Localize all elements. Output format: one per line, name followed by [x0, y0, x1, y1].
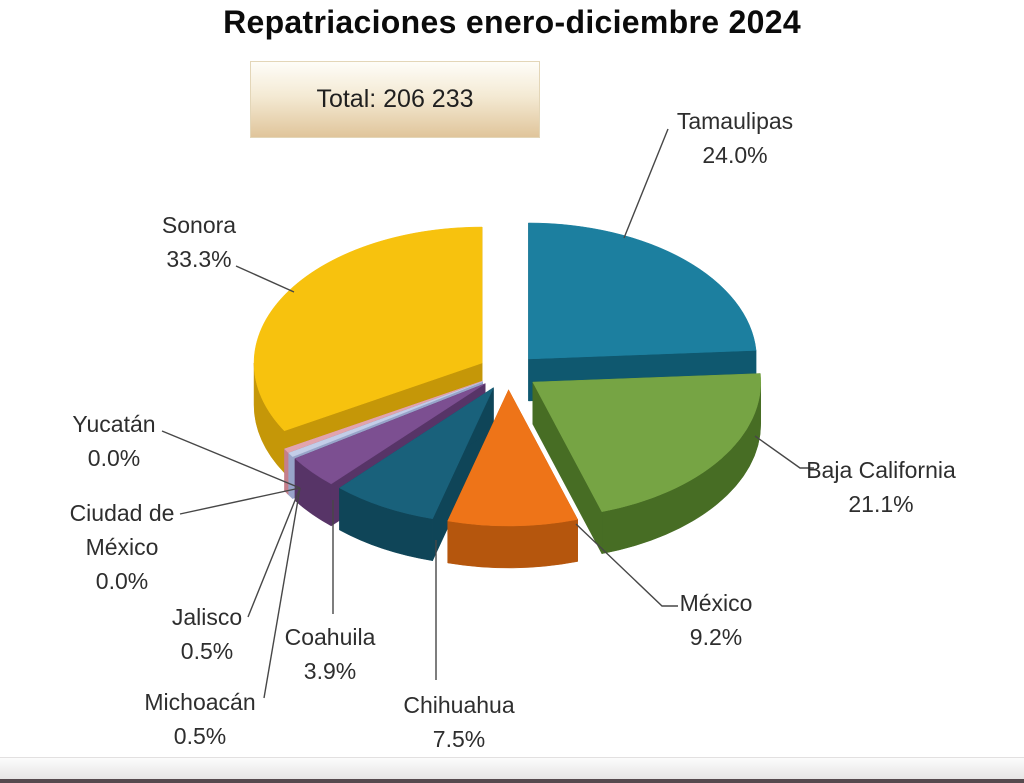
pie-slice-tamaulipas-top	[528, 222, 757, 360]
leader-line-ciudad-de-mexico	[179, 487, 301, 515]
pie-slice-jalisco-top	[284, 380, 483, 453]
leader-line-jalisco	[247, 487, 301, 618]
total-box: Total: 206 233	[250, 61, 540, 138]
pie-slice-chihuahua-top	[339, 386, 495, 519]
leader-line-baja-california	[754, 435, 814, 469]
leader-line-tamaulipas	[623, 128, 669, 239]
leader-line-michoacan	[263, 487, 301, 699]
pie-slice-sonora-top	[253, 226, 483, 432]
total-label: Total: 206 233	[316, 85, 474, 113]
pie-slice-coahuila-top	[294, 383, 486, 485]
pie-slice-michoacan-wall	[288, 452, 293, 500]
pie-slice-baja-california-top	[532, 373, 761, 512]
leader-line-sonora	[235, 265, 295, 293]
pie-slice-mexico-top	[447, 389, 579, 527]
pie-slice-baja-california	[532, 373, 762, 555]
chart-title: Repatriaciones enero-diciembre 2024	[223, 4, 801, 40]
leader-line-yucatan	[161, 430, 301, 489]
pie-slice-jalisco-wall	[284, 448, 289, 496]
pie-slice-tamaulipas	[528, 222, 757, 402]
pie-slice-mexico	[447, 389, 579, 569]
page-edge-band	[0, 757, 1024, 783]
pie-slice-chihuahua	[339, 386, 495, 562]
pie-slice-mexico-wall	[447, 519, 578, 569]
leader-line-mexico	[575, 523, 678, 607]
pie-slice-michoacan-top	[288, 381, 483, 457]
